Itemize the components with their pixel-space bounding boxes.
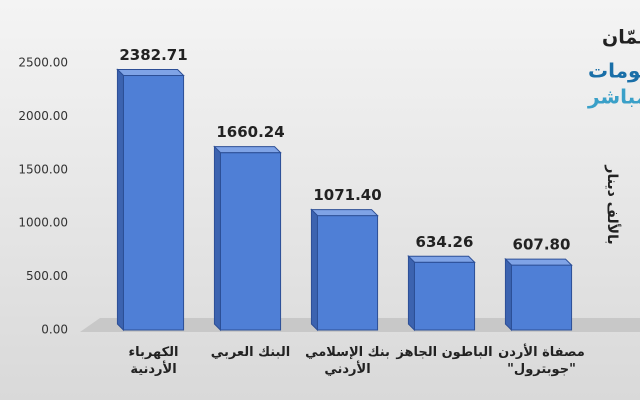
bar-top [310,209,379,217]
x-tick-label: الكهرباء الأردنية [128,345,179,377]
bar-side [116,68,124,332]
y-tick-label: 0.00 [41,323,68,337]
x-tick-label: البنك العربي [210,345,291,360]
bar [122,75,185,331]
bar [219,152,282,331]
chart-title: أنشط 5 أسهم قيمةً ببورصة عمّان [602,25,640,49]
x-tick-label: الباطون الجاهز [396,345,493,360]
bar-top [407,255,476,263]
value-label: 1660.24 [216,123,284,141]
bar [413,261,476,331]
y-tick-label: 2000.00 [18,109,68,123]
y-tick-label: 1500.00 [18,162,68,176]
bar-side [213,145,221,332]
bar [510,264,573,331]
bar-side [310,208,318,332]
x-tick-label: مصفاة الأردن "جوبترول" [498,345,585,377]
value-label: 634.26 [416,233,474,251]
y-tick-label: 1000.00 [18,216,68,230]
bar-top [504,258,573,266]
bar-side [407,255,415,332]
x-tick-label: بنك الإسلامي الأردني [305,345,390,377]
bar-top [116,69,185,77]
logo-line1: معلومات [588,59,640,83]
value-label: 607.80 [513,236,571,254]
value-label: 1071.40 [313,186,381,204]
bar [316,215,379,331]
y-tick-label: 500.00 [26,269,68,283]
y-tick-label: 2500.00 [18,56,68,70]
bar-side [504,257,512,332]
logo-line2: مباشر [587,85,640,109]
value-label: 2382.71 [119,46,187,64]
y-axis-title: بالألف دينار [604,164,621,244]
bar-top [213,146,282,154]
